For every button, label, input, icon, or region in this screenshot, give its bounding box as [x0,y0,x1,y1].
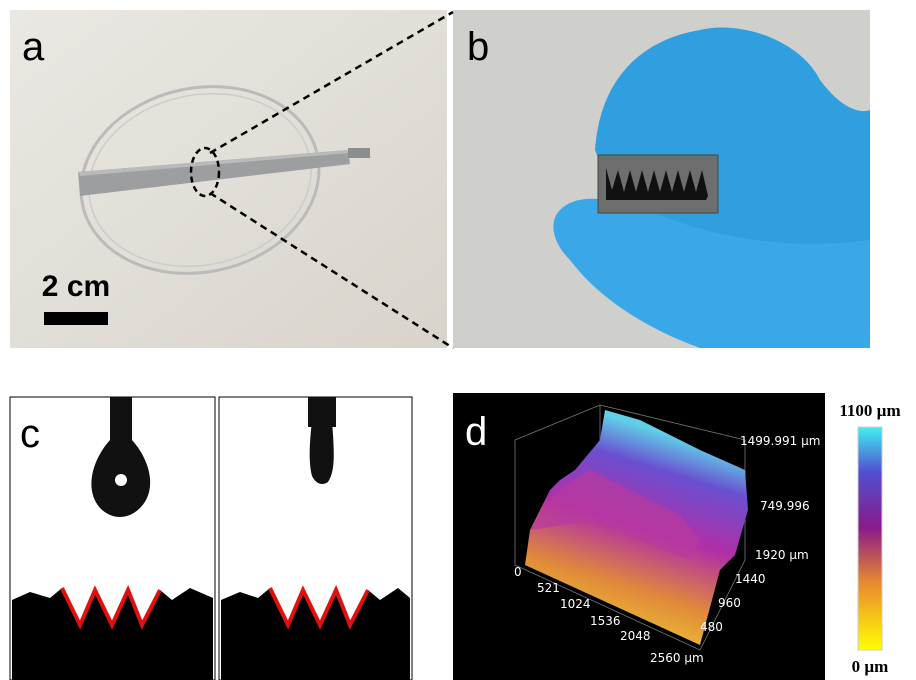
y-label: 1920 µm [755,548,809,562]
x-label: 2560 µm [650,651,704,665]
z-label: 1499.991 µm [740,434,820,448]
panel-label: c [20,412,40,456]
panel-b: b [453,10,870,348]
colorbar [858,427,882,650]
panel-label: d [465,410,487,454]
panel-a: 2 cm a [10,10,447,348]
panel-label: a [22,25,45,69]
colorbar-min: 0 µm [852,657,889,676]
panel-d: 1499.991 µm 749.996 1920 µm 1440 960 480… [453,393,901,680]
y-label: 960 [718,596,741,610]
z-label: 749.996 [760,499,810,513]
droplet-highlight [115,474,127,486]
droplet [310,420,334,484]
x-label: 2048 [620,629,651,643]
x-label: 0 [514,565,522,579]
scale-bar [44,312,108,325]
x-label: 1536 [590,614,621,628]
figure: 2 cm a b c 1499.991 µm 749.996 1920 µm 1… [0,0,916,680]
y-label: 1440 [735,572,766,586]
scale-label: 2 cm [42,270,110,303]
x-label: 521 [537,581,560,595]
colorbar-max: 1100 µm [839,401,900,420]
sample-tip [348,148,370,158]
panel-c: c [10,397,412,680]
y-label: 480 [700,620,723,634]
x-label: 1024 [560,597,591,611]
needle [110,397,132,447]
panel-label: b [467,25,489,69]
